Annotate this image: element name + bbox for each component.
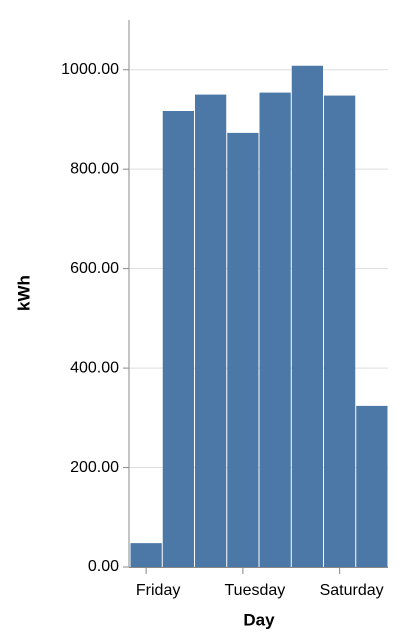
bar (227, 132, 259, 567)
y-axis-title: kWh (14, 275, 33, 311)
y-tick-label: 800.00 (70, 160, 119, 177)
x-tick-label: Tuesday (224, 582, 285, 599)
y-tick-label: 400.00 (70, 359, 119, 376)
y-tick-label: 600.00 (70, 260, 119, 277)
y-tick-label: 200.00 (70, 459, 119, 476)
y-tick-label: 0.00 (88, 558, 119, 575)
bar (195, 94, 227, 567)
bar (324, 95, 356, 568)
x-tick-label: Friday (136, 582, 180, 599)
bar (356, 405, 388, 567)
y-tick-label: 1000.00 (61, 61, 119, 78)
x-axis-title: Day (243, 610, 275, 629)
bar (162, 111, 194, 567)
bar (259, 92, 291, 568)
x-tick-label: Saturday (320, 582, 384, 599)
bar (291, 65, 323, 568)
bar (130, 543, 162, 567)
